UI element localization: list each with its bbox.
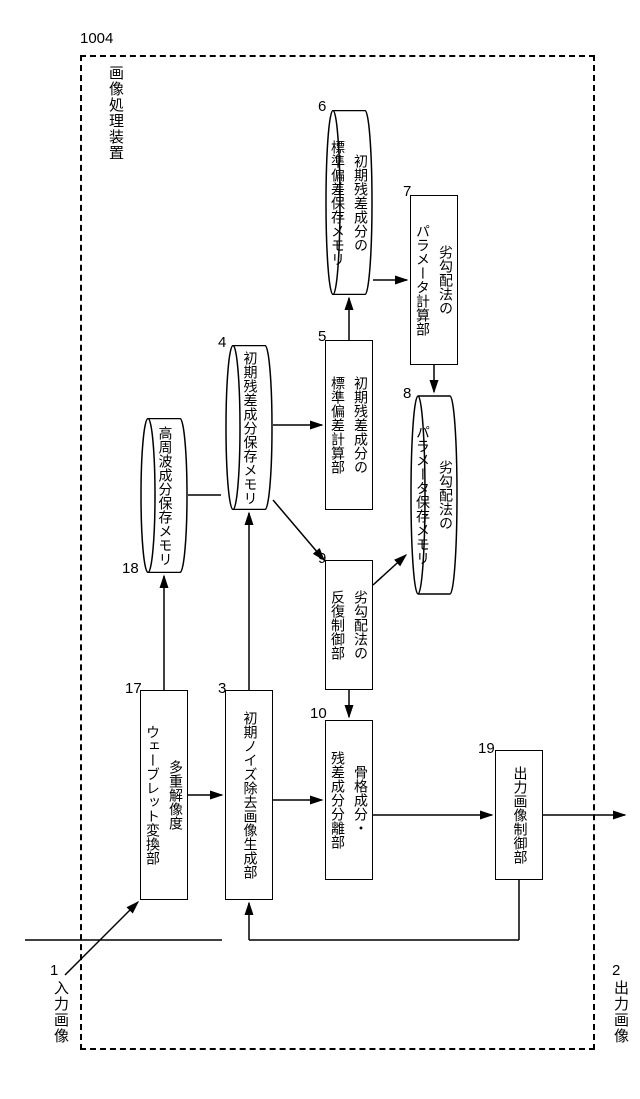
input-num: 1 [50,962,58,979]
node-5-stddev-calc: 初期残差成分の標準偏差計算部 [325,340,373,510]
device-label: 画像処理装置 [105,65,126,161]
node-18-hf-memory: 高周波成分保存メモリ [140,418,188,573]
node-17-wavelet-transform: 多重解像度ウェーブレット変換部 [140,690,188,900]
node-19-num: 19 [478,740,495,757]
node-6-stddev-memory: 初期残差成分の標準偏差保存メモリ [325,110,373,295]
node-8-num: 8 [403,385,411,402]
node-6-num: 6 [318,98,326,115]
node-4-residual-memory: 初期残差成分保存メモリ [225,345,273,510]
node-18-num: 18 [122,560,139,577]
node-10-num: 10 [310,705,327,722]
node-7-param-calc: 劣勾配法のパラメータ計算部 [410,195,458,365]
node-3-initial-denoise: 初期ノイズ除去画像生成部 [225,690,273,900]
node-4-num: 4 [218,334,226,351]
input-label: 入力画像 [50,980,71,1044]
device-number: 1004 [80,30,113,47]
diagram-canvas: 1004 画像処理装置 多重解像度ウェーブレット変換部 17 高周波成分保存メモ… [0,0,640,1099]
node-7-num: 7 [403,183,411,200]
node-17-num: 17 [125,680,142,697]
output-label: 出力画像 [610,980,631,1044]
node-19-output-ctrl: 出力画像制御部 [495,750,543,880]
node-9-iteration-ctrl: 劣勾配法の反復制御部 [325,560,373,690]
node-10-separator: 骨格成分・残差成分分離部 [325,720,373,880]
node-5-num: 5 [318,328,326,345]
node-8-param-memory: 劣勾配法のパラメータ保存メモリ [410,395,458,595]
node-3-num: 3 [218,680,226,697]
output-num: 2 [612,962,620,979]
node-9-num: 9 [318,550,326,567]
